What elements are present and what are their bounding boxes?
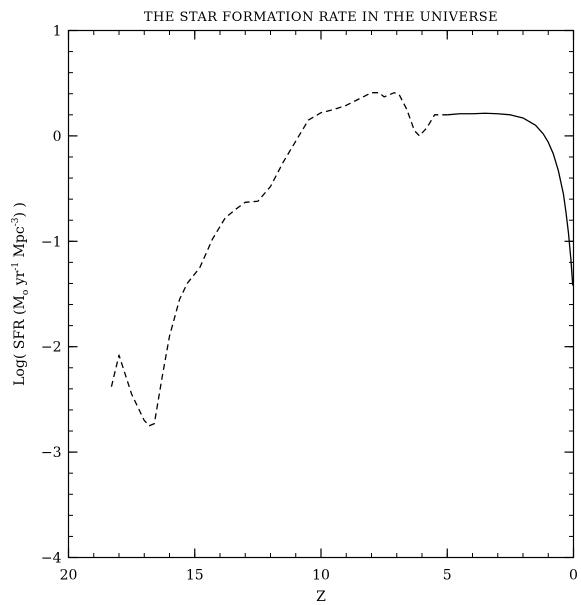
series-line-solid xyxy=(447,112,574,286)
y-label-sup1: -1 xyxy=(11,262,21,271)
y-label-prefix: Log( SFR (M xyxy=(12,295,28,386)
x-tick-label: 5 xyxy=(443,568,452,584)
y-label-sup2: -3 xyxy=(11,217,21,226)
series-line-dashed xyxy=(110,92,448,427)
y-tick-label: 1 xyxy=(53,24,62,40)
tick-labels: 20 15 10 5 010−1−2−3−4 xyxy=(41,24,578,584)
y-tick-label: −2 xyxy=(41,340,62,356)
y-tick-label: −1 xyxy=(41,234,62,250)
y-label-suffix: ) ) xyxy=(12,202,28,217)
x-tick-label: 20 xyxy=(60,568,78,584)
x-tick-label: 10 xyxy=(312,568,330,584)
x-tick-label: 15 xyxy=(186,568,204,584)
y-axis-label: Log( SFR (Mo yr-1 Mpc-3) ) xyxy=(11,202,31,386)
y-label-sub: o xyxy=(21,290,31,295)
axis-ticks xyxy=(67,29,575,559)
y-tick-label: −3 xyxy=(41,445,62,461)
y-tick-label: −4 xyxy=(41,551,62,567)
y-label-mid1: yr xyxy=(12,270,28,289)
x-axis-label: Z xyxy=(316,589,326,605)
chart-title: THE STAR FORMATION RATE IN THE UNIVERSE xyxy=(144,10,498,25)
y-label-mid2: Mpc xyxy=(12,226,28,262)
x-tick-label: 0 xyxy=(569,568,578,584)
y-tick-label: 0 xyxy=(53,129,62,145)
series-layer xyxy=(110,92,574,427)
plot-frame xyxy=(67,29,575,559)
